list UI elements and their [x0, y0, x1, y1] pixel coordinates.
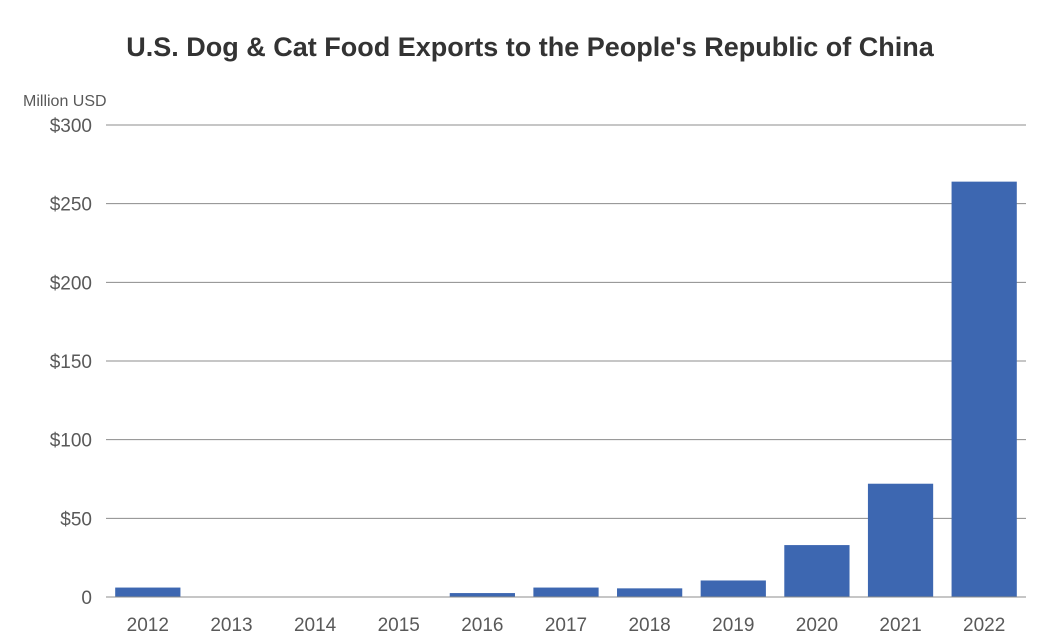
bar-2016	[449, 593, 515, 597]
x-tick-label: 2017	[545, 615, 587, 636]
x-tick-label: 2016	[461, 615, 503, 636]
x-tick-label: 2013	[210, 615, 252, 636]
x-axis-ticks: 2012 2013 2014 2015 2016 2017 2018 2019 2020 2021…	[127, 615, 1006, 636]
y-axis-unit-label: Million USD	[23, 93, 107, 110]
bars	[115, 181, 1017, 597]
x-tick-label: 2019	[712, 615, 754, 636]
bar-2022	[951, 181, 1017, 597]
y-tick-label: $300	[50, 116, 92, 137]
x-tick-label: 2012	[127, 615, 169, 636]
bar-2012	[115, 587, 181, 597]
bar-2018	[617, 588, 683, 597]
bar-2019	[700, 580, 766, 597]
y-tick-label: $150	[50, 352, 92, 373]
x-tick-label: 2021	[879, 615, 921, 636]
y-axis-ticks: 0 $50 $100 $150 $200 $250 $300	[50, 116, 92, 609]
y-tick-label: $50	[60, 509, 92, 530]
y-tick-label: $100	[50, 431, 92, 452]
y-tick-label: $200	[50, 273, 92, 294]
bar-2021	[867, 483, 934, 597]
bar-2017	[533, 587, 599, 597]
gridlines	[106, 124, 1026, 519]
chart-title: U.S. Dog & Cat Food Exports to the Peopl…	[126, 32, 934, 62]
x-tick-label: 2020	[796, 615, 838, 636]
y-tick-label: 0	[81, 588, 92, 609]
x-tick-label: 2015	[378, 615, 420, 636]
x-tick-label: 2022	[963, 615, 1005, 636]
x-tick-label: 2014	[294, 615, 337, 636]
y-tick-label: $250	[50, 195, 92, 216]
bar-2020	[784, 545, 850, 597]
x-tick-label: 2018	[628, 615, 670, 636]
